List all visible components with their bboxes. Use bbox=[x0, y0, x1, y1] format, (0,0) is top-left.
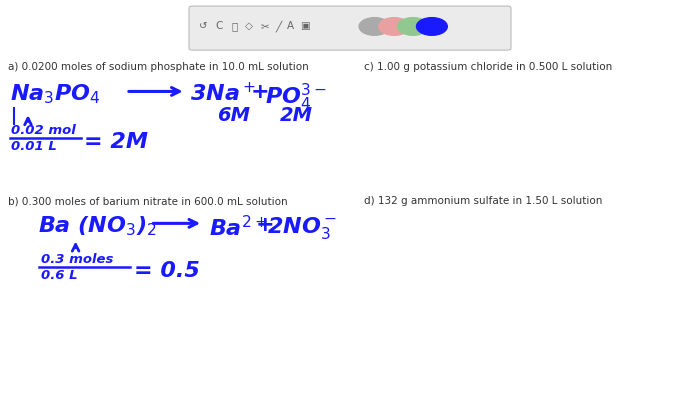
Text: d) 132 g ammonium sulfate in 1.50 L solution: d) 132 g ammonium sulfate in 1.50 L solu… bbox=[364, 196, 603, 207]
Text: = 2M: = 2M bbox=[84, 132, 148, 152]
Text: 3Na$^+$: 3Na$^+$ bbox=[190, 82, 256, 105]
Text: = 0.5: = 0.5 bbox=[134, 261, 200, 282]
Text: a) 0.0200 moles of sodium phosphate in 10.0 mL solution: a) 0.0200 moles of sodium phosphate in 1… bbox=[8, 62, 309, 72]
Text: ╱: ╱ bbox=[276, 20, 281, 32]
Text: 6M: 6M bbox=[217, 106, 250, 125]
Text: A: A bbox=[287, 21, 294, 31]
Text: 0.01 L: 0.01 L bbox=[11, 140, 57, 152]
Text: C: C bbox=[216, 21, 223, 31]
Text: ↺: ↺ bbox=[199, 21, 207, 31]
Circle shape bbox=[398, 18, 428, 35]
Text: Ba$^{2+}$: Ba$^{2+}$ bbox=[209, 215, 267, 240]
Text: PO$_4^{3-}$: PO$_4^{3-}$ bbox=[265, 82, 326, 113]
Text: ✂: ✂ bbox=[260, 21, 269, 31]
Text: b) 0.300 moles of barium nitrate in 600.0 mL solution: b) 0.300 moles of barium nitrate in 600.… bbox=[8, 196, 288, 207]
Text: +: + bbox=[256, 215, 274, 235]
Text: ·: · bbox=[190, 261, 199, 281]
Text: Ba (NO$_3$)$_2$: Ba (NO$_3$)$_2$ bbox=[38, 215, 158, 238]
Text: 0.3 moles: 0.3 moles bbox=[41, 253, 113, 265]
Text: Na$_3$PO$_4$: Na$_3$PO$_4$ bbox=[10, 82, 101, 106]
Circle shape bbox=[359, 18, 390, 35]
Text: 0.6 L: 0.6 L bbox=[41, 269, 77, 282]
Text: ▣: ▣ bbox=[300, 21, 309, 31]
Text: ◇: ◇ bbox=[245, 21, 253, 31]
Text: +: + bbox=[251, 82, 270, 102]
Text: 0.02 mol: 0.02 mol bbox=[11, 124, 76, 137]
FancyBboxPatch shape bbox=[189, 6, 511, 50]
Circle shape bbox=[416, 18, 447, 35]
Circle shape bbox=[379, 18, 410, 35]
Text: ᠢ: ᠢ bbox=[232, 21, 237, 31]
Text: c) 1.00 g potassium chloride in 0.500 L solution: c) 1.00 g potassium chloride in 0.500 L … bbox=[364, 62, 612, 72]
Text: 2M: 2M bbox=[280, 106, 313, 125]
Text: 2NO$_3^-$: 2NO$_3^-$ bbox=[267, 215, 337, 241]
